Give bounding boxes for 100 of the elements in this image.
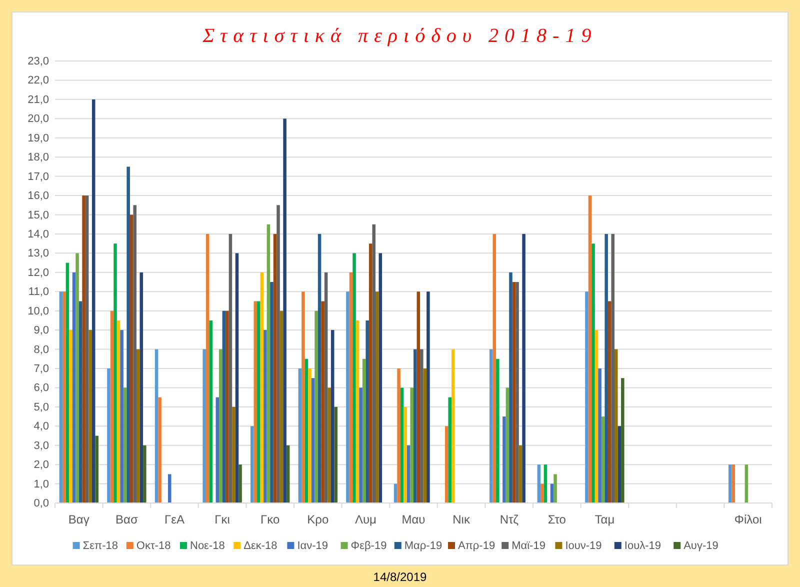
bar [311, 378, 315, 503]
chart-title: Στατιστικά περιόδου 2018-19 [202, 25, 598, 47]
y-tick-label: 21,0 [28, 94, 49, 106]
bar [588, 196, 592, 503]
legend-label: Ιαν-19 [297, 540, 328, 552]
bar [372, 224, 376, 503]
bar [349, 272, 353, 503]
bar [490, 349, 493, 503]
x-tick-label: Φίλοι [734, 512, 762, 527]
x-tick-label: Ντζ [500, 512, 520, 527]
bar [85, 196, 89, 503]
bar [328, 388, 331, 503]
bar [116, 320, 120, 503]
y-tick-label: 20,0 [28, 113, 49, 126]
bar [426, 292, 430, 503]
x-tick-label: Γκι [214, 512, 230, 527]
bar [273, 234, 277, 503]
bar [330, 330, 334, 503]
bar [114, 244, 117, 503]
bar [280, 310, 284, 503]
bar [346, 292, 350, 503]
bar [226, 310, 229, 503]
bar [228, 234, 232, 503]
bar [95, 436, 98, 503]
bar [304, 358, 308, 503]
bar [202, 349, 206, 503]
x-tick-label: Στο [548, 512, 566, 527]
bar [400, 388, 404, 503]
bar [219, 349, 222, 503]
bar [126, 166, 130, 503]
legend-label: Ιουλ-19 [624, 540, 661, 552]
bar [492, 234, 496, 503]
bar [404, 406, 407, 503]
bar [232, 406, 236, 503]
bar [69, 330, 72, 503]
bar [270, 282, 274, 503]
y-tick-label: 22,0 [28, 74, 49, 87]
bar [216, 397, 220, 503]
bar [257, 301, 260, 503]
bar [314, 310, 318, 503]
bar [496, 358, 500, 503]
y-tick-label: 6,0 [34, 382, 49, 394]
bar [298, 368, 302, 503]
bar [423, 368, 427, 503]
bar [143, 445, 146, 503]
y-tick-label: 0,0 [34, 498, 49, 510]
bar [516, 282, 519, 503]
bar [120, 330, 124, 503]
y-tick-label: 18,0 [28, 152, 49, 164]
y-tick-label: 14,0 [28, 228, 49, 240]
legend-label: Σεπ-18 [82, 540, 118, 552]
bar [604, 234, 608, 503]
y-tick-label: 16,0 [28, 190, 49, 202]
bar [376, 292, 379, 503]
bar [611, 234, 614, 503]
bar [518, 445, 522, 503]
y-tick-label: 15,0 [28, 209, 49, 222]
bar [509, 272, 512, 503]
bar [286, 445, 290, 503]
bar [416, 292, 420, 503]
bar [266, 224, 270, 503]
bar [123, 388, 127, 503]
bar [352, 253, 356, 503]
bar [283, 118, 286, 503]
bar [592, 244, 595, 503]
y-tick-label: 13,0 [28, 248, 49, 260]
bar [544, 464, 548, 503]
bar [276, 205, 280, 503]
bar [452, 349, 455, 503]
bar [362, 358, 366, 503]
y-tick-label: 19,0 [28, 132, 49, 144]
bar [324, 272, 328, 503]
bar [72, 272, 76, 503]
bar [378, 253, 382, 503]
x-tick-label: Γκο [260, 512, 280, 527]
bar [537, 464, 541, 503]
bar [264, 330, 267, 503]
bar [621, 378, 624, 503]
bar [250, 426, 254, 503]
bar [585, 292, 588, 503]
bar [444, 426, 448, 503]
bar [594, 330, 598, 503]
legend-label: Μαρ-19 [404, 540, 442, 552]
bar [260, 272, 264, 503]
bar [76, 253, 79, 503]
bar [302, 292, 305, 503]
bar [78, 301, 82, 503]
bar [448, 397, 452, 503]
bar [522, 234, 526, 503]
bar [209, 320, 212, 503]
x-tick-label: Βαγ [68, 512, 90, 527]
bar [59, 292, 63, 503]
legend-label: Φεβ-19 [350, 540, 387, 552]
legend-label: Οκτ-18 [136, 540, 171, 552]
y-tick-label: 23,0 [28, 56, 49, 68]
bar [158, 397, 162, 503]
bar [414, 349, 417, 503]
bar [356, 320, 360, 503]
bar [614, 349, 618, 503]
bar [368, 244, 372, 503]
